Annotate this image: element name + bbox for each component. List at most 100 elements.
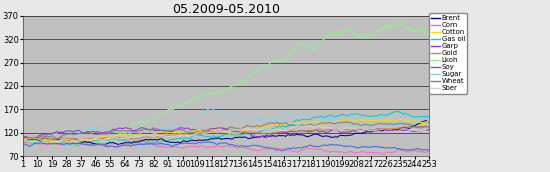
Brent [97, 143, 103, 145]
Sugar [190, 120, 197, 122]
Line: Soy: Soy [23, 142, 429, 151]
Wheat [242, 126, 249, 128]
Soy [381, 147, 387, 149]
Sber [244, 128, 250, 130]
Wheat [190, 131, 197, 133]
Lkoh [426, 33, 432, 35]
Corn [381, 153, 387, 155]
Line: Corn: Corn [23, 142, 429, 154]
Brent [242, 136, 249, 138]
Corn [20, 141, 26, 143]
Sugar [179, 123, 186, 125]
Garp [82, 131, 89, 133]
Line: Wheat: Wheat [23, 122, 429, 139]
Soy [279, 150, 286, 152]
Gas oil [82, 141, 89, 143]
Gold [379, 128, 386, 130]
Gas oil [20, 139, 26, 141]
Soy [189, 142, 195, 144]
Lkoh [179, 105, 186, 107]
Cotton [244, 128, 250, 130]
Line: Cotton: Cotton [23, 119, 429, 142]
Title: 05.2009-05.2010: 05.2009-05.2010 [172, 3, 280, 16]
Legend: Brent, Corn, Cotton, Gas oil, Garp, Gold, Lkoh, Soy, Sugar, Wheat, Sber: Brent, Corn, Cotton, Gas oil, Garp, Gold… [429, 13, 468, 94]
Sber [381, 131, 387, 133]
Sugar [245, 116, 252, 119]
Wheat [344, 121, 350, 123]
Gold [426, 126, 432, 128]
Cotton [82, 138, 89, 140]
Line: Gold: Gold [23, 126, 429, 140]
Gold [78, 139, 84, 141]
Gas oil [242, 133, 249, 135]
Soy [20, 143, 26, 145]
Gas oil [379, 114, 386, 116]
Lkoh [242, 78, 249, 80]
Gas oil [68, 143, 75, 145]
Sugar [34, 140, 41, 142]
Wheat [244, 125, 250, 127]
Sber [82, 138, 89, 140]
Sugar [208, 106, 215, 109]
Wheat [381, 123, 387, 125]
Garp [244, 132, 250, 135]
Brent [20, 137, 26, 139]
Garp [26, 138, 32, 140]
Lkoh [190, 97, 197, 99]
Brent [179, 140, 186, 142]
Wheat [53, 138, 60, 140]
Gas oil [179, 138, 186, 140]
Brent [244, 137, 250, 139]
Line: Gas oil: Gas oil [23, 111, 429, 144]
Gold [190, 133, 197, 135]
Sugar [82, 127, 89, 129]
Lkoh [244, 77, 250, 79]
Wheat [20, 136, 26, 138]
Corn [190, 145, 197, 147]
Soy [178, 142, 184, 144]
Corn [242, 147, 249, 149]
Cotton [426, 120, 432, 122]
Brent [426, 121, 432, 123]
Brent [379, 129, 386, 131]
Line: Sugar: Sugar [23, 108, 429, 141]
Sber [242, 128, 249, 130]
Soy [242, 145, 249, 147]
Garp [381, 131, 387, 133]
Soy [244, 145, 250, 147]
Wheat [179, 129, 186, 131]
Sugar [20, 139, 26, 141]
Soy [205, 141, 212, 143]
Corn [179, 147, 186, 149]
Gold [244, 131, 250, 133]
Gold [179, 133, 186, 135]
Gold [82, 138, 89, 140]
Lkoh [397, 22, 404, 24]
Line: Garp: Garp [23, 128, 429, 139]
Cotton [20, 139, 26, 141]
Soy [81, 143, 87, 145]
Corn [21, 141, 28, 143]
Corn [426, 150, 432, 152]
Cotton [242, 129, 249, 131]
Lkoh [379, 27, 386, 29]
Soy [426, 149, 432, 152]
Cotton [57, 141, 63, 143]
Garp [426, 128, 432, 130]
Gas oil [244, 132, 250, 135]
Corn [379, 153, 386, 155]
Garp [139, 127, 146, 129]
Lkoh [20, 139, 26, 141]
Garp [20, 136, 26, 138]
Corn [82, 143, 89, 145]
Lkoh [47, 143, 54, 145]
Cotton [381, 120, 387, 122]
Brent [81, 141, 87, 143]
Gold [416, 125, 423, 127]
Cotton [179, 132, 186, 134]
Cotton [356, 118, 363, 120]
Corn [244, 147, 250, 149]
Sber [20, 139, 26, 141]
Sber [44, 142, 51, 144]
Brent [190, 139, 197, 141]
